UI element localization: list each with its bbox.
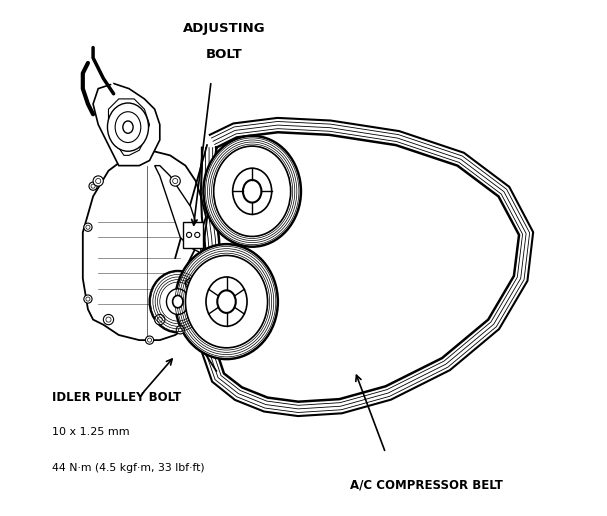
Circle shape [155, 314, 165, 325]
Text: BOLT: BOLT [206, 47, 242, 60]
Ellipse shape [175, 244, 278, 359]
Text: 10 x 1.25 mm: 10 x 1.25 mm [52, 427, 130, 438]
Circle shape [93, 176, 103, 186]
Circle shape [170, 176, 180, 186]
Circle shape [86, 297, 90, 301]
Circle shape [157, 317, 162, 322]
Circle shape [146, 336, 154, 344]
Polygon shape [109, 99, 149, 155]
Circle shape [195, 232, 200, 237]
Circle shape [84, 295, 92, 303]
Ellipse shape [217, 291, 236, 313]
Polygon shape [201, 118, 533, 416]
Circle shape [86, 225, 90, 229]
Ellipse shape [203, 136, 301, 247]
Polygon shape [93, 84, 160, 166]
Text: IDLER PULLEY BOLT: IDLER PULLEY BOLT [52, 392, 181, 405]
Ellipse shape [206, 277, 247, 326]
Circle shape [188, 281, 193, 286]
Polygon shape [83, 150, 206, 340]
Circle shape [96, 179, 101, 184]
Ellipse shape [166, 289, 189, 314]
Circle shape [89, 182, 97, 190]
Ellipse shape [243, 180, 262, 203]
Polygon shape [155, 166, 201, 253]
Text: ADJUSTING: ADJUSTING [183, 22, 265, 35]
Ellipse shape [232, 168, 272, 214]
Ellipse shape [214, 146, 291, 236]
Circle shape [178, 328, 182, 332]
Ellipse shape [123, 121, 133, 133]
Circle shape [186, 232, 192, 237]
Text: 44 N·m (4.5 kgf·m, 33 lbf·ft): 44 N·m (4.5 kgf·m, 33 lbf·ft) [52, 463, 205, 473]
Circle shape [172, 179, 178, 184]
Circle shape [84, 223, 92, 231]
Ellipse shape [149, 271, 206, 332]
Ellipse shape [115, 112, 141, 142]
Circle shape [186, 279, 195, 289]
Ellipse shape [107, 103, 149, 151]
Polygon shape [183, 222, 203, 248]
Circle shape [148, 338, 152, 342]
Circle shape [106, 317, 111, 322]
Circle shape [176, 326, 185, 334]
Circle shape [91, 184, 95, 188]
Text: A/C COMPRESSOR BELT: A/C COMPRESSOR BELT [350, 479, 503, 492]
Ellipse shape [186, 255, 268, 348]
Ellipse shape [172, 296, 183, 308]
Circle shape [103, 314, 114, 325]
